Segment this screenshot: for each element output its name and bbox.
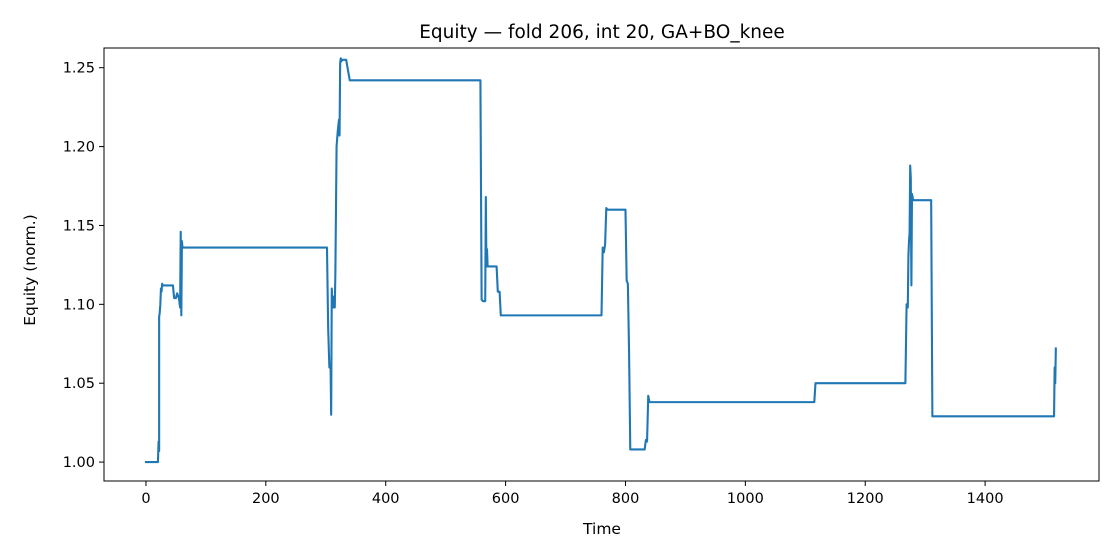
plot-layer xyxy=(144,57,1057,464)
x-tick-label: 600 xyxy=(492,491,520,507)
chart-title: Equity — fold 206, int 20, GA+BO_knee xyxy=(419,22,785,43)
x-tick-label: 800 xyxy=(612,491,640,507)
y-tick-label: 1.20 xyxy=(63,140,95,156)
y-tick-label: 1.05 xyxy=(63,376,95,392)
x-tick-label: 1200 xyxy=(847,491,884,507)
plot-frame xyxy=(103,47,1100,482)
axes-layer: 0 200 400 600 800 1000 1200 1400 1.00 1.05 1.10 1.1… xyxy=(63,47,1100,507)
x-tick-label: 400 xyxy=(372,491,400,507)
y-tick-label: 1.15 xyxy=(63,218,95,234)
y-tick-label: 1.25 xyxy=(63,61,95,77)
x-tick-label: 200 xyxy=(252,491,280,507)
x-tick-label: 1000 xyxy=(727,491,764,507)
y-axis-label: Equity (norm.) xyxy=(21,214,39,325)
x-tick-label: 1400 xyxy=(967,491,1004,507)
series-line-equity xyxy=(144,57,1057,464)
x-tick-label: 0 xyxy=(141,491,150,507)
x-axis-label: Time xyxy=(582,520,621,538)
y-tick-label: 1.10 xyxy=(63,297,95,313)
y-tick-label: 1.00 xyxy=(63,455,95,471)
